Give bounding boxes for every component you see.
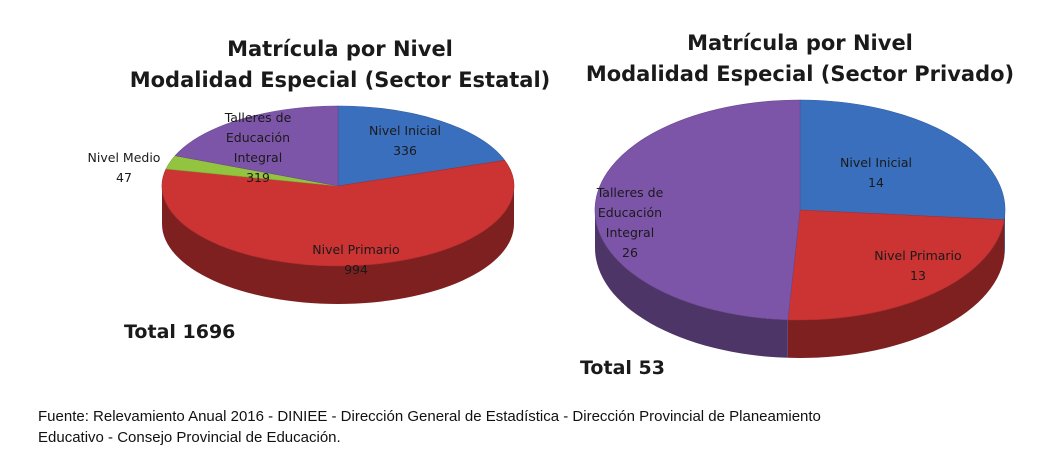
pie-estatal: Nivel Inicial 336 Nivel Primario 994 Nivel M… [88,105,515,304]
pie-slice-talleres-de-educacion-integral [594,99,801,321]
total-label: Total 1696 [124,321,235,343]
source-line-2: Educativo - Consejo Provincial de Educac… [38,429,341,446]
chart-title-line2: Modalidad Especial (Sector Privado) [586,62,1014,86]
pie-side-nivel-inicial [1004,210,1005,258]
chart-sector-estatal: Matrícula por Nivel Modalidad Especial (… [88,37,551,343]
pie-slice-nivel-inicial [799,99,1006,221]
data-label-talleres-de-educacion-integral: Talleres de Educación Integral 26 [596,185,664,260]
pie-side-nivel-primario [162,186,514,304]
data-label-nivel-inicial: Nivel Inicial 14 [840,155,912,190]
chart-title-line2: Modalidad Especial (Sector Estatal) [130,68,551,92]
total-label: Total 53 [580,357,665,379]
data-label-nivel-inicial: Nivel Inicial 336 [369,123,441,158]
data-label-talleres-de-educacion-integral: Talleres de Educación Integral 319 [224,110,292,185]
source-line-1: Fuente: Relevamiento Anual 2016 - DINIEE… [38,408,821,425]
data-label-nivel-primario: Nivel Primario 994 [312,242,399,277]
pie-slice-nivel-primario [787,209,1005,321]
chart-title-line1: Matrícula por Nivel [687,31,913,55]
chart-title-line1: Matrícula por Nivel [227,37,453,61]
pie-slice-nivel-primario [161,160,515,267]
pie-side-nivel-primario [787,219,1005,359]
pie-slice-nivel-inicial [337,105,506,187]
pie-side-talleres-de-educacion-integral [595,210,788,358]
pie-privado: Nivel Inicial 14 Nivel Primario 13 Talleres … [594,99,1006,359]
source-footnote: Fuente: Relevamiento Anual 2016 - DINIEE… [38,406,998,448]
pie-slice-talleres-de-educacion-integral [174,105,339,187]
chart-sector-privado: Matrícula por Nivel Modalidad Especial (… [580,31,1014,379]
data-label-nivel-primario: Nivel Primario 13 [874,248,961,283]
data-label-nivel-medio: Nivel Medio 47 [88,150,161,185]
